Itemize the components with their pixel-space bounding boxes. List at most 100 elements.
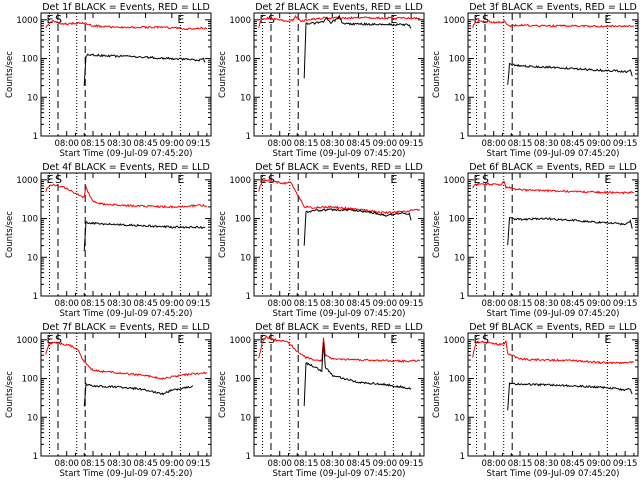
x-tick-label: 08:00 (267, 139, 292, 149)
x-tick-label: 09:15 (186, 139, 211, 149)
x-tick-label: 08:15 (508, 459, 533, 469)
event-marker-label: S (55, 333, 62, 346)
y-tick-label: 1 (246, 132, 251, 142)
x-tick-label: 08:15 (81, 139, 106, 149)
x-tick-label: 08:45 (133, 139, 158, 149)
x-tick-label: 08:00 (54, 139, 79, 149)
chart-title: Det 2f BLACK = Events, RED = LLD (255, 2, 423, 13)
lld-series-line (472, 340, 635, 365)
plot-frame (253, 12, 425, 137)
y-tick-label: 10 (454, 93, 465, 103)
x-axis-label: Start Time (09-Jul-09 07:45:20) (487, 469, 620, 479)
chart-title: Det 7f BLACK = Events, RED = LLD (42, 322, 210, 333)
x-tick-label: 08:30 (534, 459, 559, 469)
y-axis-label: Counts/sec (5, 51, 15, 98)
events-series-line (83, 382, 194, 407)
x-tick-label: 08:30 (320, 139, 345, 149)
x-tick-label: 08:45 (133, 299, 158, 309)
x-tick-label: 08:45 (346, 139, 371, 149)
y-tick-label: 1 (460, 452, 465, 462)
event-marker-label: E (604, 333, 611, 346)
lld-series-line (472, 19, 634, 29)
y-tick-label: 100 (22, 215, 38, 225)
x-tick-label: 09:15 (613, 459, 638, 469)
x-tick-label: 09:00 (587, 459, 612, 469)
event-marker-label: E (390, 333, 397, 346)
event-marker-label: S (55, 13, 62, 26)
x-tick-label: 08:00 (54, 299, 79, 309)
x-tick-label: 09:00 (587, 139, 612, 149)
event-marker-label: E (47, 173, 54, 186)
y-tick-label: 100 (22, 375, 38, 385)
event-marker-label: E (604, 173, 611, 186)
x-tick-label: 08:30 (320, 459, 345, 469)
x-tick-label: 08:15 (294, 459, 319, 469)
y-axis-label: Counts/sec (432, 371, 442, 418)
x-tick-label: 09:15 (399, 139, 424, 149)
y-tick-label: 100 (235, 215, 251, 225)
y-tick-label: 1000 (443, 16, 465, 26)
chart-title: Det 8f BLACK = Events, RED = LLD (255, 322, 423, 333)
x-tick-label: 09:00 (373, 139, 398, 149)
chart-title: Det 3f BLACK = Events, RED = LLD (469, 2, 637, 13)
y-tick-label: 1 (33, 452, 38, 462)
x-tick-label: 08:45 (346, 299, 371, 309)
lld-series-line (45, 183, 207, 209)
x-tick-label: 09:15 (186, 299, 211, 309)
y-tick-label: 100 (449, 375, 465, 385)
x-tick-label: 08:30 (107, 459, 132, 469)
y-tick-label: 1000 (16, 336, 38, 346)
y-tick-label: 1000 (16, 16, 38, 26)
x-tick-label: 08:00 (267, 459, 292, 469)
event-marker-label: S (482, 13, 489, 26)
y-axis-label: Counts/sec (218, 51, 228, 98)
lld-series-line (45, 19, 208, 31)
x-tick-label: 09:15 (186, 459, 211, 469)
y-tick-label: 100 (449, 215, 465, 225)
x-tick-label: 08:30 (534, 299, 559, 309)
chart-panel-6: Det 6f BLACK = Events, RED = LLD Counts/s… (432, 162, 639, 319)
event-marker-label: S (482, 173, 489, 186)
x-tick-label: 09:15 (399, 459, 424, 469)
x-tick-label: 08:00 (267, 299, 292, 309)
event-marker-label: E (177, 13, 184, 26)
events-series-line (507, 62, 633, 85)
event-marker-label: E (604, 13, 611, 26)
chart-title: Det 4f BLACK = Events, RED = LLD (42, 162, 210, 173)
x-axis-label: Start Time (09-Jul-09 07:45:20) (273, 469, 406, 479)
lld-series-line (472, 181, 634, 195)
x-tick-label: 08:15 (508, 299, 533, 309)
y-axis-label: Counts/sec (218, 371, 228, 418)
x-tick-label: 09:00 (160, 139, 185, 149)
x-tick-label: 08:15 (294, 299, 319, 309)
x-tick-label: 09:00 (160, 299, 185, 309)
plot-frame (467, 12, 639, 137)
y-tick-label: 1000 (16, 176, 38, 186)
events-series-line (83, 53, 206, 86)
events-series-line (507, 382, 633, 411)
event-marker-label: E (47, 333, 54, 346)
event-marker-label: E (474, 333, 481, 346)
x-tick-label: 08:45 (560, 299, 585, 309)
chart-panel-7: Det 7f BLACK = Events, RED = LLD Counts/s… (5, 322, 212, 479)
plot-frame (467, 332, 639, 457)
y-tick-label: 10 (27, 413, 38, 423)
plot-frame (467, 172, 639, 297)
x-tick-label: 08:45 (133, 459, 158, 469)
chart-panel-9: Det 9f BLACK = Events, RED = LLD Counts/s… (432, 322, 639, 479)
event-marker-label: E (474, 173, 481, 186)
event-marker-label: E (260, 333, 267, 346)
chart-title: Det 1f BLACK = Events, RED = LLD (42, 2, 210, 13)
x-tick-label: 09:00 (160, 459, 185, 469)
x-axis-label: Start Time (09-Jul-09 07:45:20) (487, 309, 620, 319)
chart-panel-3: Det 3f BLACK = Events, RED = LLD Counts/s… (432, 2, 639, 159)
plot-frame (40, 172, 212, 297)
x-axis-label: Start Time (09-Jul-09 07:45:20) (273, 149, 406, 159)
events-series-line (507, 216, 633, 246)
plot-frame (40, 332, 212, 457)
y-tick-label: 10 (240, 413, 251, 423)
event-marker-label: E (390, 13, 397, 26)
x-tick-label: 08:30 (107, 299, 132, 309)
lld-series-line (258, 335, 421, 364)
